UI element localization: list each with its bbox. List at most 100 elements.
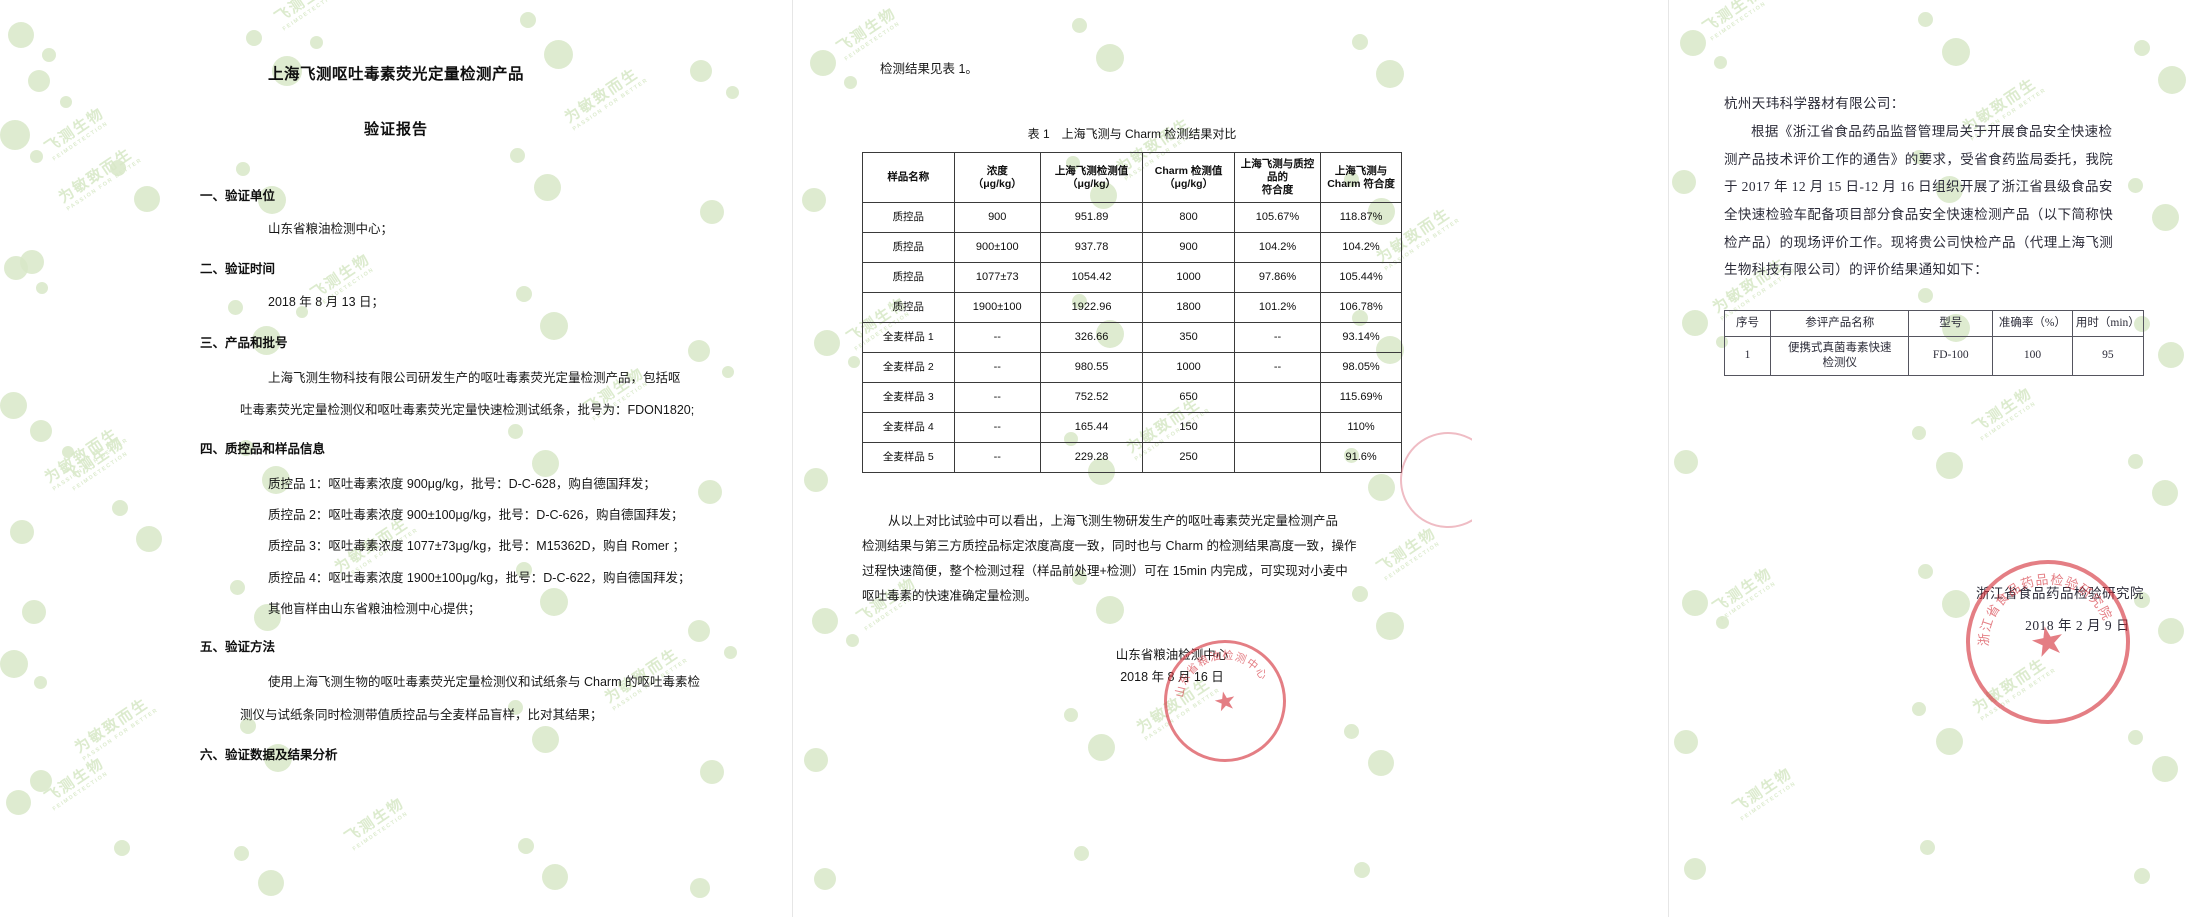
cell-charm-value: 1800 [1142, 292, 1235, 324]
addressee-line: 杭州天玮科学器材有限公司： [1724, 96, 1905, 111]
table-row: 1 便携式真菌毒素快速 检测仪 FD-100 100 95 [1723, 335, 2145, 376]
cell-charm-value: 150 [1142, 412, 1235, 444]
cell-qc-agreement [1233, 412, 1322, 444]
cell-sample: 质控品 [862, 232, 955, 264]
center-document-body: 检测结果见表 1。 表 1 上海飞测与 Charm 检测结果对比 样品名称 浓度… [792, 58, 1472, 688]
section-heading-3: 三、产品和批号 [200, 335, 288, 350]
results-table-head: 样品名称 浓度 （μg/kg） 上海飞测检测值 （μg/kg） Charm 检测… [862, 151, 1402, 204]
table-row: 质控品 900 951.89 800 105.67% 118.87% [862, 202, 1402, 234]
cell-sample: 质控品 [862, 202, 955, 234]
conclusion-line: 呕吐毒素的快速准确定量检测。 [862, 589, 1038, 604]
table-row: 全麦样品 5 -- 229.28 250 91.6% [862, 442, 1402, 474]
table-caption: 表 1 上海飞测与 Charm 检测结果对比 [1027, 127, 1237, 141]
official-seal-zhejiang: 浙江省食品药品检验研究院 ★ [1950, 544, 2146, 740]
table-row: 全麦样品 4 -- 165.44 150 110% [862, 412, 1402, 444]
cell-concentration: -- [953, 352, 1041, 384]
column-header-charm-agreement: 上海飞测与 Charm 符合度 [1320, 151, 1402, 204]
cell-feice-value: 937.78 [1039, 232, 1144, 264]
cell-feice-value: 165.44 [1039, 412, 1144, 444]
cell-charm-value: 1000 [1142, 352, 1235, 384]
cell-concentration: 1900±100 [953, 292, 1041, 324]
section-line: 其他盲样由山东省粮油检测中心提供； [268, 602, 481, 616]
cell-concentration: -- [953, 412, 1041, 444]
signature-organization: 山东省粮油检测中心 [1115, 648, 1229, 663]
section-line: 质控品 1：呕吐毒素浓度 900μg/kg，批号：D-C-628，购自德国拜发； [268, 476, 656, 491]
cell-sample: 全麦样品 2 [862, 352, 955, 384]
cell-qc-agreement: 101.2% [1233, 292, 1322, 324]
cell-accuracy: 100 [1992, 335, 2073, 376]
table-header-row: 样品名称 浓度 （μg/kg） 上海飞测检测值 （μg/kg） Charm 检测… [862, 151, 1402, 204]
cell-charm-value: 800 [1142, 202, 1235, 234]
section-line: 上海飞测生物科技有限公司研发生产的呕吐毒素荧光定量检测产品，包括呕 [268, 370, 681, 385]
signature-date: 2018 年 8 月 16 日 [1120, 669, 1224, 684]
results-table: 样品名称 浓度 （μg/kg） 上海飞测检测值 （μg/kg） Charm 检测… [862, 151, 1402, 474]
notice-paragraph-line: 全快速检验车配备项目部分食品安全快速检测产品（以下简称快 [1724, 207, 2114, 223]
cell-charm-agreement: 91.6% [1320, 442, 1402, 474]
evaluation-table-body: 1 便携式真菌毒素快速 检测仪 FD-100 100 95 [1723, 335, 2145, 376]
cell-sample: 全麦样品 4 [862, 412, 955, 444]
cell-charm-value: 900 [1142, 232, 1235, 264]
evaluation-table: 序号 参评产品名称 型号 准确率（%） 用时（min） 1 便携式真菌毒素快速 … [1723, 310, 2145, 376]
results-table-body: 质控品 900 951.89 800 105.67% 118.87% 质控品 9… [862, 202, 1402, 474]
column-header-product: 参评产品名称 [1770, 310, 1910, 337]
cell-feice-value: 951.89 [1039, 202, 1144, 234]
section-line: 质控品 4：呕吐毒素浓度 1900±100μg/kg，批号：D-C-622，购自… [268, 570, 691, 585]
section-line: 使用上海飞测生物的呕吐毒素荧光定量检测仪和试纸条与 Charm 的呕吐毒素检 [268, 675, 700, 690]
section-heading-5: 五、验证方法 [200, 640, 276, 655]
cell-feice-value: 980.55 [1039, 352, 1144, 384]
section-heading-4: 四、质控品和样品信息 [200, 441, 326, 456]
table-row: 质控品 900±100 937.78 900 104.2% 104.2% [862, 232, 1402, 264]
cell-feice-value: 326.66 [1039, 322, 1144, 354]
notice-paragraph-line: 检产品）的现场评价工作。现将贵公司快检产品（代理上海飞测 [1724, 234, 2114, 250]
column-header-charm-value: Charm 检测值 （μg/kg） [1142, 151, 1235, 204]
section-heading-1: 一、验证单位 [200, 189, 276, 203]
watermark-brand: 飞测生物 FEIMDETECTION [1699, 0, 1768, 43]
cell-charm-agreement: 118.87% [1320, 202, 1402, 234]
cell-sample: 质控品 [862, 292, 955, 324]
cell-concentration: -- [953, 322, 1041, 354]
cell-sample: 全麦样品 3 [862, 382, 955, 414]
cell-charm-value: 250 [1142, 442, 1235, 474]
cell-charm-agreement: 110% [1320, 412, 1402, 444]
cell-charm-agreement: 93.14% [1320, 322, 1402, 354]
table-row: 质控品 1900±100 1922.96 1800 101.2% 106.78% [862, 292, 1402, 324]
column-header-duration: 用时（min） [2071, 310, 2145, 337]
cell-charm-agreement: 106.78% [1320, 292, 1402, 324]
table-row: 全麦样品 2 -- 980.55 1000 -- 98.05% [862, 352, 1402, 384]
cell-feice-value: 752.52 [1039, 382, 1144, 414]
cell-feice-value: 1054.42 [1039, 262, 1144, 294]
cell-charm-value: 1000 [1142, 262, 1235, 294]
section-line: 吐毒素荧光定量检测仪和呕吐毒素荧光定量快速检测试纸条，批号为：FDON1820; [240, 403, 695, 418]
cell-qc-agreement [1233, 442, 1322, 474]
section-line: 山东省粮油检测中心； [268, 222, 394, 236]
column-header-qc-agreement: 上海飞测与质控品的 符合度 [1233, 151, 1322, 204]
results-note: 检测结果见表 1。 [880, 62, 978, 76]
evaluation-table-head: 序号 参评产品名称 型号 准确率（%） 用时（min） [1723, 310, 2145, 337]
document-page-right: 飞测生物 FEIMDETECTION 为敏致而生 PASSION FOR BETTE… [1668, 0, 2200, 917]
column-header-feice-value: 上海飞测检测值 （μg/kg） [1039, 151, 1144, 204]
cell-charm-agreement: 104.2% [1320, 232, 1402, 264]
section-line: 质控品 2：呕吐毒素浓度 900±100μg/kg，批号：D-C-626，购自德… [268, 507, 684, 522]
cell-product: 便携式真菌毒素快速 检测仪 [1770, 335, 1910, 376]
cell-qc-agreement: 105.67% [1233, 202, 1322, 234]
table-row: 全麦样品 3 -- 752.52 650 115.69% [862, 382, 1402, 414]
cell-concentration: -- [953, 382, 1041, 414]
cell-qc-agreement [1233, 382, 1322, 414]
cell-charm-value: 350 [1142, 322, 1235, 354]
report-title: 上海飞测呕吐毒素荧光定量检测产品 [267, 66, 524, 83]
cell-charm-agreement: 105.44% [1320, 262, 1402, 294]
cell-index: 1 [1723, 335, 1772, 376]
cell-concentration: -- [953, 442, 1041, 474]
column-header-index: 序号 [1723, 310, 1772, 337]
cell-concentration: 900 [953, 202, 1041, 234]
section-line: 2018 年 8 月 13 日； [268, 295, 385, 310]
watermark-brand: 飞测生物 FEIMDETECTION [341, 794, 410, 853]
cell-model: FD-100 [1908, 335, 1994, 376]
cell-sample: 质控品 [862, 262, 955, 294]
section-line: 质控品 3：呕吐毒素浓度 1077±73μg/kg，批号：M15362D，购自 … [268, 539, 685, 554]
cell-qc-agreement: 104.2% [1233, 232, 1322, 264]
conclusion-line: 从以上对比试验中可以看出，上海飞测生物研发生产的呕吐毒素荧光定量检测产品 [888, 514, 1339, 529]
column-header-sample: 样品名称 [862, 151, 955, 204]
seal-arc-text: 山东省粮油检测中心 [1165, 639, 1271, 701]
